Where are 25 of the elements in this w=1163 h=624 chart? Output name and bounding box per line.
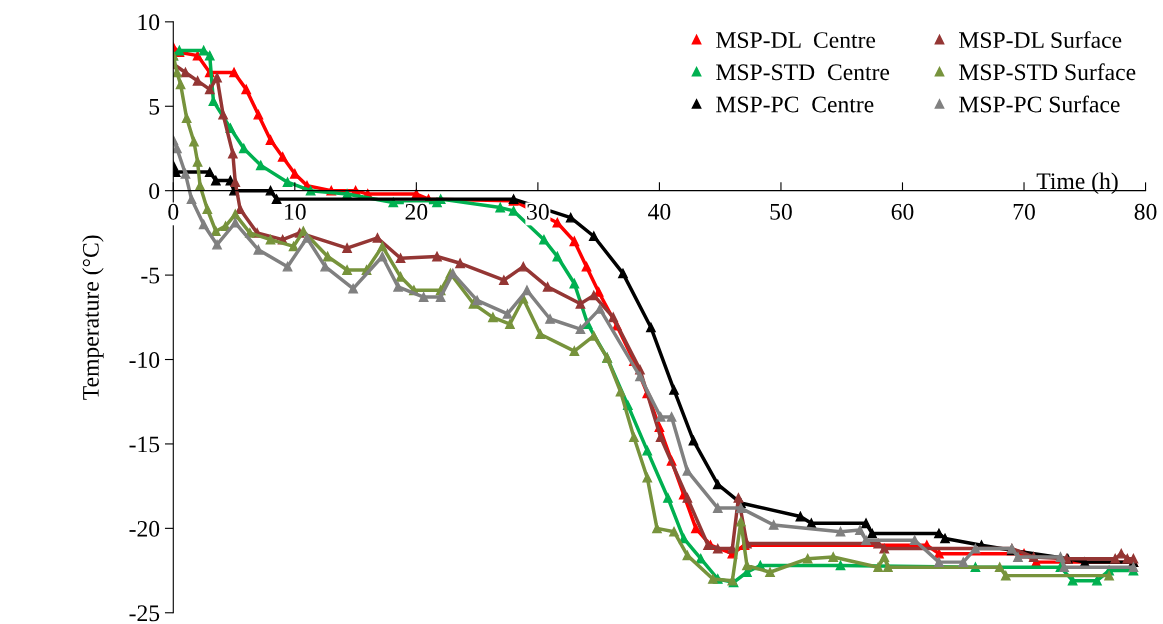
x-tick-label: 30 <box>527 203 549 220</box>
y-tick-label: 0 <box>149 183 160 200</box>
legend-label: MSP-STD Centre <box>716 64 890 81</box>
x-tick-label: 70 <box>1013 203 1035 220</box>
y-tick-label: -15 <box>129 436 160 453</box>
legend-label: MSP-STD Surface <box>959 63 1136 81</box>
y-tick-label: 10 <box>138 14 160 31</box>
x-tick-label: 60 <box>891 203 914 220</box>
legend-label: MSP-DL Centre <box>716 32 876 49</box>
y-tick-label: -10 <box>129 352 160 368</box>
y-tick-label: -20 <box>129 520 160 537</box>
x-tick-label: 80 <box>1134 203 1157 220</box>
y-axis-title: Temperature (°C) <box>82 235 104 400</box>
y-tick-label: -5 <box>141 267 160 284</box>
x-tick-label: 50 <box>770 203 792 220</box>
legend-label: MSP-PC Centre <box>716 96 874 113</box>
x-tick-label: 20 <box>405 203 428 220</box>
x-tick-label: 10 <box>285 203 306 220</box>
y-tick-label: 5 <box>149 98 160 115</box>
x-tick-label: 40 <box>648 203 671 220</box>
legend-label: MSP-PC Surface <box>959 95 1120 113</box>
y-tick-label: -25 <box>129 605 160 622</box>
x-tick-label: 0 <box>168 203 179 220</box>
x-axis-title: Time (h) <box>1036 172 1118 194</box>
legend-label: MSP-DL Surface <box>959 31 1122 49</box>
